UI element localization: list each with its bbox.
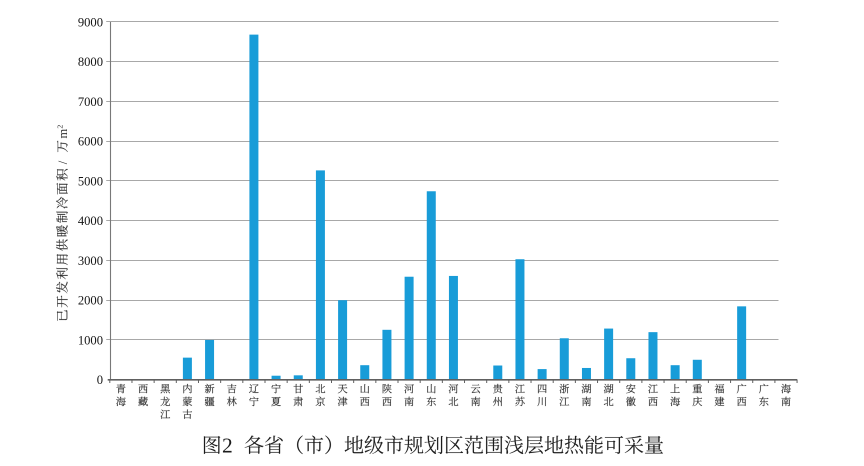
svg-text:5000: 5000 [78,174,103,188]
svg-text:2: 2 [55,125,64,129]
svg-text:1000: 1000 [78,333,103,347]
svg-text:3000: 3000 [78,254,103,268]
svg-text:4000: 4000 [78,214,103,228]
svg-text:/: / [56,160,70,164]
svg-text:8000: 8000 [78,55,103,69]
svg-text:2000: 2000 [78,294,103,308]
svg-text:7000: 7000 [78,95,103,109]
svg-text:0: 0 [97,373,103,387]
svg-text:m: m [56,129,70,139]
svg-text:6000: 6000 [78,135,103,149]
svg-text:2: 2 [222,433,233,457]
svg-text:9000: 9000 [78,15,103,29]
